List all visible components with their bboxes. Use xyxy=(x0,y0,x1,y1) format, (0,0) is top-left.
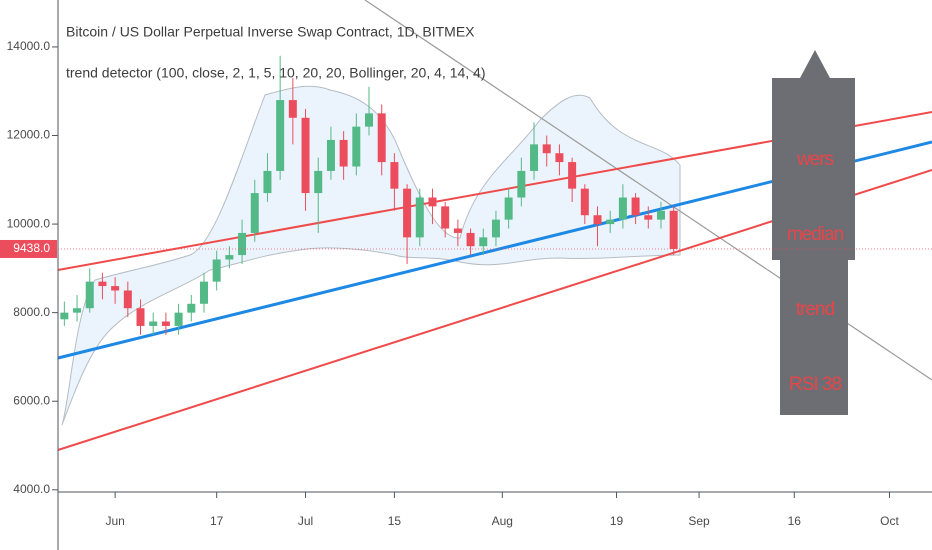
candle-body xyxy=(390,162,399,189)
panel-label: wers xyxy=(796,149,834,170)
candle-body xyxy=(517,170,526,198)
plot xyxy=(60,55,678,335)
candle-body xyxy=(555,153,564,163)
candle-body xyxy=(250,193,259,233)
candle-body xyxy=(466,232,475,247)
candle-body xyxy=(136,308,145,326)
chart-title: Bitcoin / US Dollar Perpetual Inverse Sw… xyxy=(66,24,475,40)
candle-body xyxy=(326,139,335,171)
candle-body xyxy=(606,219,615,225)
candle-body xyxy=(618,197,627,220)
x-tick-label: Oct xyxy=(880,514,899,528)
panel-label: RSI 38 xyxy=(789,374,842,395)
panel-label: trend xyxy=(796,299,835,320)
x-tick-label: 17 xyxy=(210,514,224,528)
candle-body xyxy=(238,232,247,256)
candle-body xyxy=(580,188,589,216)
candle-body xyxy=(225,255,234,260)
candle-body xyxy=(263,170,272,194)
candle-body xyxy=(199,281,208,304)
candle-body xyxy=(365,113,374,127)
candle-body xyxy=(428,197,437,207)
candle-body xyxy=(187,303,196,313)
bollinger-band xyxy=(61,85,681,426)
candle-body xyxy=(212,259,221,282)
y-tick-label: 10000.0 xyxy=(7,216,51,230)
candle-body xyxy=(98,281,107,287)
candle-body xyxy=(441,206,450,229)
candle-body xyxy=(377,113,386,163)
y-tick-label: 12000.0 xyxy=(7,128,51,142)
last-price-box xyxy=(0,239,57,258)
candle-body xyxy=(111,286,120,291)
candle-body xyxy=(593,215,602,225)
last-price-label: 9438.0 xyxy=(13,241,50,255)
candle-body xyxy=(568,162,577,189)
candle-body xyxy=(149,321,158,326)
signal-panel xyxy=(772,50,855,415)
candle-body xyxy=(339,139,348,167)
candle-body xyxy=(453,228,462,233)
x-tick-label: 16 xyxy=(788,514,802,528)
y-tick-label: 14000.0 xyxy=(7,39,51,53)
y-tick-label: 6000.0 xyxy=(13,393,50,407)
candle-body xyxy=(123,290,132,309)
x-tick-label: Jun xyxy=(105,514,124,528)
x-tick-label: 19 xyxy=(610,514,624,528)
x-tick-label: Aug xyxy=(492,514,513,528)
candle-body xyxy=(656,210,665,220)
candle-body xyxy=(352,126,361,167)
x-tick-label: Sep xyxy=(688,514,710,528)
candle-body xyxy=(314,170,323,194)
indicator-label: trend detector (100, close, 2, 1, 5, 10,… xyxy=(66,65,486,81)
panel-label: median xyxy=(787,224,844,245)
y-tick-label: 4000.0 xyxy=(13,482,50,496)
candle-body xyxy=(60,312,69,320)
candle-body xyxy=(669,210,678,249)
candle-body xyxy=(542,144,551,154)
candle-body xyxy=(631,197,640,216)
y-tick-label: 8000.0 xyxy=(13,305,50,319)
candle-body xyxy=(530,144,539,171)
candle-body xyxy=(276,100,285,171)
candle-body xyxy=(301,117,310,194)
candle-body xyxy=(415,197,424,238)
candle-body xyxy=(161,321,170,326)
candle-body xyxy=(479,237,488,247)
x-tick-label: Jul xyxy=(298,514,313,528)
candle-body xyxy=(644,215,653,220)
candle-body xyxy=(288,100,297,118)
candle-body xyxy=(85,281,94,309)
candle-body xyxy=(491,219,500,238)
candle-body xyxy=(73,308,82,313)
candle-body xyxy=(403,188,412,238)
candle-body xyxy=(504,197,513,220)
x-tick-label: 15 xyxy=(388,514,402,528)
candle-body xyxy=(174,312,183,326)
